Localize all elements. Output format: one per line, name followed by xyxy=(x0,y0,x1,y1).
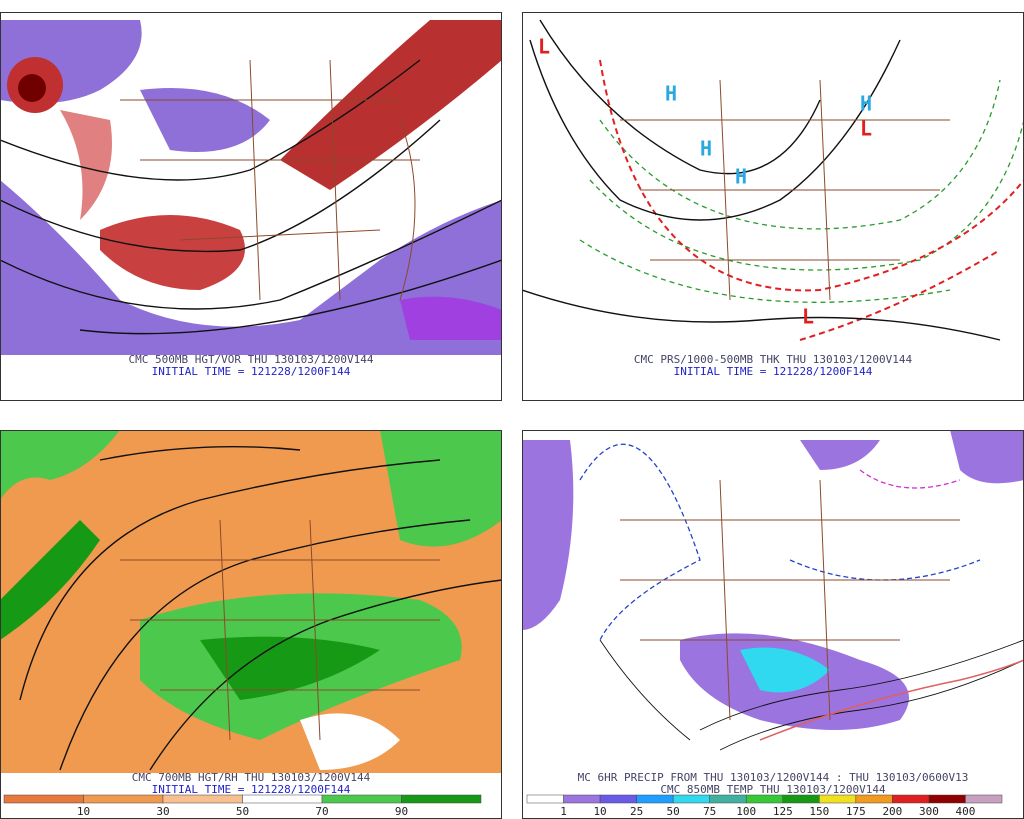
low-marker: L xyxy=(538,35,550,59)
pressure-map: L L L H H H H xyxy=(523,13,1023,355)
legend-swatch xyxy=(928,794,966,804)
captions: CMC 500MB HGT/VOR THU 130103/1200V144INI… xyxy=(128,353,968,796)
panel-subtitle: INITIAL TIME = 121228/1200F144 xyxy=(152,783,351,796)
panel-title: CMC PRS/1000-500MB THK THU 130103/1200V1… xyxy=(634,353,913,366)
panel-title: CMC 500MB HGT/VOR THU 130103/1200V144 xyxy=(128,353,373,366)
high-marker: H xyxy=(665,82,677,106)
legend-swatch xyxy=(162,794,243,804)
legend-swatch xyxy=(709,794,747,804)
legend-label: 10 xyxy=(593,805,606,818)
low-marker: L xyxy=(802,305,814,329)
legend-label: 150 xyxy=(809,805,829,818)
legend-swatch xyxy=(526,794,564,804)
legend-label: 50 xyxy=(667,805,680,818)
panel-subtitle: INITIAL TIME = 121228/1200F144 xyxy=(674,365,873,378)
legend-label: 50 xyxy=(236,805,249,818)
legend-label: 100 xyxy=(736,805,756,818)
legend-label: 70 xyxy=(315,805,328,818)
legend-swatch xyxy=(855,794,893,804)
panel-subtitle: INITIAL TIME = 121228/1200F144 xyxy=(152,365,351,378)
legend-label: 125 xyxy=(773,805,793,818)
legend-swatch xyxy=(965,794,1003,804)
low-marker: L xyxy=(860,117,872,141)
legend-swatch xyxy=(3,794,84,804)
legend-label: 200 xyxy=(882,805,902,818)
legend-label: 25 xyxy=(630,805,643,818)
legend-label: 300 xyxy=(919,805,939,818)
legend-swatch xyxy=(636,794,674,804)
legend-swatch xyxy=(321,794,402,804)
legend-label: 10 xyxy=(77,805,90,818)
legend-swatch xyxy=(745,794,784,804)
legend-label: 1 xyxy=(560,805,567,818)
legend-swatch xyxy=(563,794,601,804)
high-marker: H xyxy=(700,137,712,161)
legend-swatch xyxy=(892,794,930,804)
precip-map xyxy=(523,431,1023,773)
high-marker: H xyxy=(735,165,747,189)
panel-title: MC 6HR PRECIP FROM THU 130103/1200V144 :… xyxy=(578,771,969,784)
legend-label: 75 xyxy=(703,805,716,818)
legend-label: 90 xyxy=(395,805,408,818)
legend-swatch xyxy=(782,794,820,804)
legend-swatch xyxy=(599,794,637,804)
high-marker: H xyxy=(860,92,872,116)
legend-swatch xyxy=(672,794,710,804)
legend-label: 175 xyxy=(846,805,866,818)
panel-subtitle: CMC 850MB TEMP THU 130103/1200V144 xyxy=(660,783,886,796)
legend-swatch xyxy=(401,794,482,804)
vorticity-map xyxy=(1,13,501,355)
legend-swatch xyxy=(242,794,323,804)
legends: 10 30 50 70 90 1 10 25 50 75 100 125 150 175 200 300 400 xyxy=(3,794,1003,818)
panel-title: CMC 700MB HGT/RH THU 130103/1200V144 xyxy=(132,771,371,784)
legend-label: 30 xyxy=(156,805,169,818)
legend-label: 400 xyxy=(956,805,976,818)
humidity-map xyxy=(1,431,501,773)
legend-swatch xyxy=(819,794,857,804)
legend-swatch xyxy=(83,794,164,804)
